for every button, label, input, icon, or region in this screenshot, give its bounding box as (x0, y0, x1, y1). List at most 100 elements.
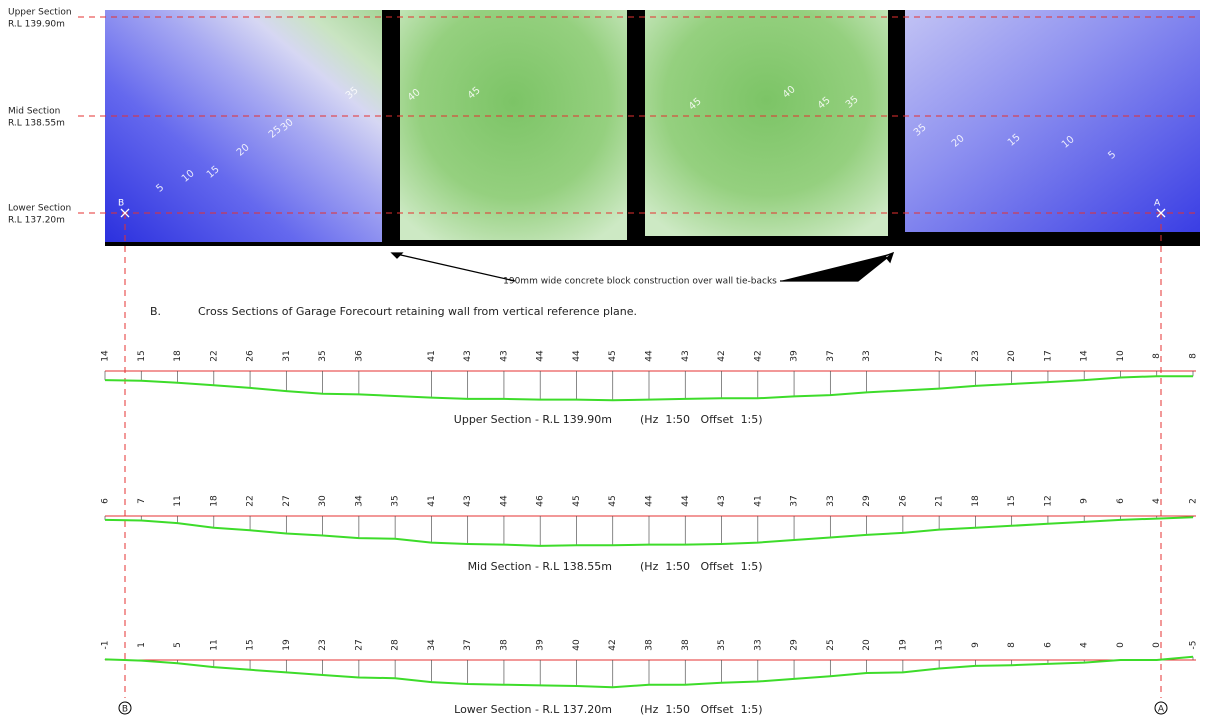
offset-label: 43 (463, 495, 473, 506)
offset-label: 35 (717, 639, 727, 650)
offset-label: 30 (318, 495, 328, 507)
offset-label: 0 (1152, 642, 1162, 648)
offset-label: 44 (499, 495, 509, 507)
offset-label: 27 (354, 639, 364, 650)
section-scale: (Hz 1:50 Offset 1:5) (640, 560, 763, 573)
section-rl: R.L 138.55m (8, 119, 65, 129)
offset-label: -1 (101, 641, 111, 650)
offset-label: 19 (282, 639, 292, 651)
offset-label: 23 (971, 350, 981, 361)
offset-label: 26 (898, 495, 908, 507)
offset-label: 11 (209, 639, 219, 650)
offset-label: 45 (608, 495, 618, 506)
offset-label: 17 (1043, 350, 1053, 361)
offset-label: 41 (427, 350, 437, 361)
note: 190mm wide concrete block construction o… (503, 277, 777, 287)
offset-label: 44 (536, 350, 546, 362)
offset-label: 41 (753, 495, 763, 506)
offset-label: 29 (862, 495, 872, 507)
offset-label: 35 (391, 495, 401, 506)
offset-label: 6 (101, 498, 111, 504)
wall-panel (645, 10, 888, 236)
offset-label: 25 (826, 639, 836, 650)
offset-label: 20 (1007, 350, 1017, 362)
offset-label: 7 (137, 498, 147, 504)
offset-label: 46 (536, 495, 546, 507)
heading: Cross Sections of Garage Forecourt retai… (198, 305, 637, 318)
offset-label: 10 (1116, 350, 1126, 362)
heading-letter: B. (150, 305, 161, 318)
section-name: Lower Section (8, 204, 71, 214)
offset-label: 23 (318, 639, 328, 650)
offset-label: 45 (572, 495, 582, 506)
wall-panel (105, 10, 382, 242)
offset-label: 44 (681, 495, 691, 507)
offset-label: 37 (826, 350, 836, 361)
offset-label: 34 (427, 639, 437, 651)
offset-label: 36 (354, 350, 364, 362)
offset-label: 9 (1080, 498, 1090, 504)
offset-label: 39 (536, 639, 546, 651)
offset-label: 14 (1080, 350, 1090, 362)
offset-label: 33 (753, 639, 763, 650)
offset-label: 12 (1043, 495, 1053, 506)
offset-label: 26 (246, 350, 256, 362)
section-scale: (Hz 1:50 Offset 1:5) (640, 413, 763, 426)
section-caption: Upper Section - R.L 139.90m (454, 413, 612, 426)
offset-label: 38 (645, 639, 655, 651)
offset-label: 15 (246, 639, 256, 650)
offset-label: 42 (717, 350, 727, 361)
offset-label: 15 (1007, 495, 1017, 506)
offset-label: 38 (681, 639, 691, 651)
offset-label: 4 (1080, 642, 1090, 648)
offset-label: 18 (971, 495, 981, 507)
offset-label: 2 (1189, 498, 1199, 504)
offset-label: 40 (572, 639, 582, 651)
offset-label: 42 (608, 639, 618, 650)
offset-label: 43 (499, 350, 509, 361)
offset-label: 35 (318, 350, 328, 361)
offset-label: 13 (935, 639, 945, 650)
offset-label: 43 (681, 350, 691, 361)
offset-label: 14 (101, 350, 111, 362)
offset-label: 15 (137, 350, 147, 361)
offset-label: 5 (173, 642, 183, 648)
wall-panel (400, 10, 627, 240)
offset-label: 0 (1116, 642, 1126, 648)
section-name: Upper Section (8, 8, 72, 18)
offset-label: 31 (282, 350, 292, 361)
reference-label: B (122, 705, 128, 715)
offset-label: 11 (173, 495, 183, 506)
offset-label: 4 (1152, 498, 1162, 504)
offset-label: 38 (499, 639, 509, 651)
section-scale: (Hz 1:50 Offset 1:5) (640, 703, 763, 716)
marker-label: B (118, 199, 124, 209)
offset-label: -5 (1189, 641, 1199, 650)
section-rl: R.L 137.20m (8, 216, 65, 226)
section-caption: Mid Section - R.L 138.55m (468, 560, 612, 573)
offset-label: 8 (1189, 353, 1199, 359)
offset-label: 29 (790, 639, 800, 651)
offset-label: 8 (1152, 353, 1162, 359)
offset-label: 43 (463, 350, 473, 361)
wall-image (105, 10, 1200, 246)
offset-label: 1 (137, 642, 147, 648)
offset-label: 44 (645, 350, 655, 362)
offset-label: 33 (862, 350, 872, 361)
offset-label: 39 (790, 350, 800, 362)
offset-label: 8 (1007, 642, 1017, 648)
offset-label: 18 (209, 495, 219, 507)
offset-label: 37 (463, 639, 473, 650)
offset-label: 43 (717, 495, 727, 506)
section-name: Mid Section (8, 107, 60, 117)
offset-label: 20 (862, 639, 872, 651)
reference-label: A (1158, 705, 1165, 715)
offset-label: 19 (898, 639, 908, 651)
offset-label: 34 (354, 495, 364, 507)
marker-label: A (1154, 199, 1161, 209)
offset-label: 41 (427, 495, 437, 506)
offset-label: 44 (572, 350, 582, 362)
offset-label: 33 (826, 495, 836, 506)
section-rl: R.L 139.90m (8, 20, 65, 30)
offset-label: 6 (1043, 642, 1053, 648)
